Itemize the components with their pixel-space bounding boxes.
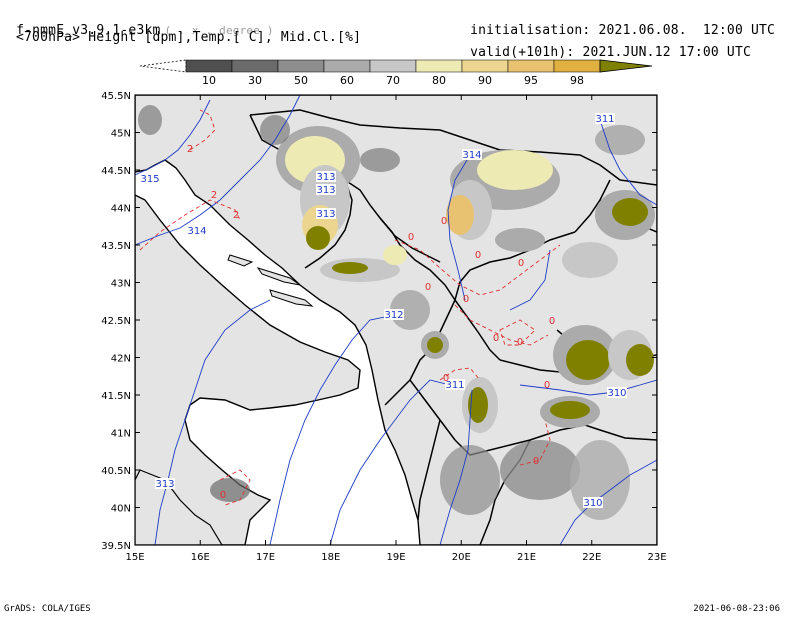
lat-label: 41.5N [101, 391, 131, 402]
lat-label: 40.5N [101, 466, 131, 477]
fields-subtitle: <700hPa> Height [dpm],Temp.[ C], Mid.Cl.… [16, 30, 362, 45]
island [256, 267, 301, 286]
lon-label: 15E [125, 552, 144, 563]
lat-label: 41N [111, 429, 131, 440]
lon-label: 21E [517, 552, 536, 563]
land-italy [135, 194, 361, 545]
lat-label: 42.5N [101, 316, 131, 327]
cloud-cover [138, 105, 655, 520]
height-label-bg [462, 149, 482, 160]
lat-label: 45.5N [101, 91, 131, 102]
temperature-contours [139, 109, 561, 506]
colorbar-label: 50 [294, 74, 308, 87]
longitude-axis: 15E 16E 17E 18E 19E 20E 21E 22E 23E [125, 95, 667, 563]
valid-label: valid(+101h): [470, 45, 575, 60]
height-contour-label: 311 [445, 380, 464, 391]
lat-label: 44.5N [101, 166, 131, 177]
lat-label: 39.5N [101, 541, 131, 552]
colorbar-label: 60 [340, 74, 354, 87]
model-name: f-nmmE_v3.9.1-e3km [16, 23, 161, 38]
lat-label: 43N [111, 279, 131, 290]
lon-label: 17E [256, 552, 275, 563]
latitude-axis: 45.5N 45N 44.5N 44N 43.5N 43N 42.5N 42N 41.5N 41N… [101, 91, 657, 552]
temp-contour-label: 0 [493, 333, 499, 344]
height-contour-label: 314 [187, 226, 206, 237]
height-label-bg [316, 171, 336, 182]
valid-value: 2021.JUN.12 17:00 UTC [582, 45, 752, 60]
height-label-bg [187, 225, 207, 236]
temp-contour-label: 2 [233, 210, 239, 221]
height-contour-label: 311 [595, 114, 614, 125]
footer-credit: GrADS: COLA/IGES [4, 604, 91, 614]
height-label-bg [140, 173, 160, 184]
init-time: initialisation: 2021.06.08. 12:00 UTC [454, 8, 775, 38]
lon-label: 16E [191, 552, 210, 563]
colorbar-label: 10 [202, 74, 216, 87]
height-label-bg [607, 387, 627, 398]
lat-label: 45N [111, 129, 131, 140]
temp-contour-label: 0 [463, 294, 469, 305]
height-contour-label: 313 [316, 185, 335, 196]
init-label: initialisation: [470, 23, 591, 38]
footer-timestamp: 2021-06-08-23:06 [693, 604, 780, 614]
model-title: f-nmmE_v3.9.1-e3km( . x . degree ) [0, 8, 274, 38]
temp-contour-label: 2 [187, 144, 193, 155]
height-label-bg [384, 309, 404, 320]
temp-contour-label: 0 [517, 337, 523, 348]
lon-label: 19E [386, 552, 405, 563]
height-label-bg [316, 184, 336, 195]
island [227, 254, 254, 267]
height-contour-label: 314 [462, 150, 481, 161]
lat-label: 43.5N [101, 241, 131, 252]
height-contour-label: 313 [316, 172, 335, 183]
height-contour-label: 310 [583, 498, 602, 509]
temp-contour-label: 0 [549, 316, 555, 327]
valid-time: valid(+101h): 2021.JUN.12 17:00 UTC [454, 30, 751, 60]
colorbar-label: 95 [524, 74, 538, 87]
colorbar-label: 98 [570, 74, 584, 87]
temp-contour-label: 0 [533, 456, 539, 467]
temp-contour-label: 0 [518, 258, 524, 269]
lat-label: 40N [111, 504, 131, 515]
height-label-bg [155, 478, 175, 489]
temp-contour-label: 0 [441, 216, 447, 227]
height-label-bg [445, 379, 465, 390]
resolution-note: ( . x . degree ) [164, 24, 274, 37]
colorbar-label: 30 [248, 74, 262, 87]
lon-label: 23E [647, 552, 666, 563]
height-label-bg [595, 113, 615, 124]
height-contour-label: 310 [607, 388, 626, 399]
height-contour-label: 313 [155, 479, 174, 490]
island [269, 289, 314, 307]
colorbar-label: 80 [432, 74, 446, 87]
height-label-bg [316, 208, 336, 219]
height-label-bg [583, 497, 603, 508]
height-contour-label: 313 [316, 209, 335, 220]
lon-label: 18E [321, 552, 340, 563]
height-contour-label: 315 [140, 174, 159, 185]
lon-label: 22E [582, 552, 601, 563]
temp-contour-label: 0 [220, 490, 226, 501]
temp-contour-label: 0 [475, 250, 481, 261]
colorbar-labels: 10 30 50 60 70 80 90 95 98 [202, 74, 584, 87]
temp-contour-label: 0 [443, 373, 449, 384]
colorbar: 10 30 50 60 70 80 90 95 98 [140, 59, 653, 87]
temp-contour-label: 0 [425, 282, 431, 293]
height-contours [135, 95, 657, 545]
colorbar-cells [185, 59, 601, 73]
colorbar-high-arrow [599, 59, 653, 73]
lat-label: 44N [111, 204, 131, 215]
colorbar-label: 90 [478, 74, 492, 87]
temp-contour-labels: 2 2 2 0 0 0 0 0 0 0 0 0 0 0 0 0 [187, 144, 555, 501]
height-contour-label: 312 [384, 310, 403, 321]
height-contour-labels: 311 314 313 313 313 315 314 312 311 310 313 310 [140, 113, 627, 509]
lat-label: 42N [111, 354, 131, 365]
temp-contour-label: 0 [408, 232, 414, 243]
colorbar-label: 70 [386, 74, 400, 87]
temp-contour-label: 0 [544, 380, 550, 391]
temp-contour-label: 2 [211, 190, 217, 201]
init-value: 2021.06.08. 12:00 UTC [598, 23, 776, 38]
lon-label: 20E [452, 552, 471, 563]
